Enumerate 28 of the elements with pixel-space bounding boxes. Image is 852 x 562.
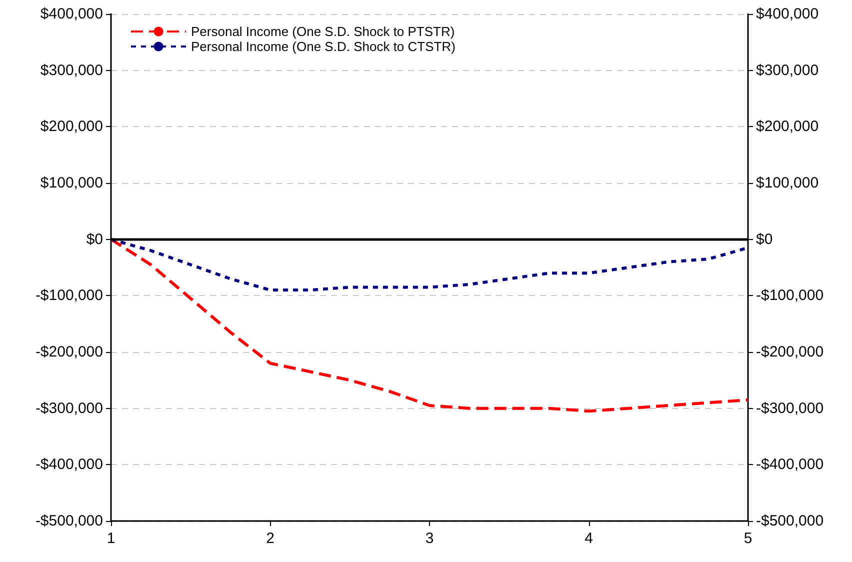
y-tick-label: -$100,000	[35, 287, 103, 304]
y2-tick-label: -$300,000	[756, 400, 824, 417]
y-tick-label: $400,000	[40, 6, 103, 22]
y2-tick-label: $100,000	[756, 174, 819, 192]
y2-tick-label: -$200,000	[756, 344, 824, 360]
x-tick-label: 4	[584, 530, 593, 547]
x-tick-label: 3	[425, 530, 434, 547]
y-tick-label: -$200,000	[35, 344, 103, 360]
x-tick-label: 5	[744, 530, 752, 547]
y-tick-label: -$500,000	[35, 512, 103, 530]
y-tick-label: $0	[86, 230, 103, 248]
y-tick-label: $200,000	[40, 118, 103, 136]
y2-tick-label: $400,000	[756, 6, 819, 22]
y2-tick-label: -$500,000	[756, 512, 824, 530]
legend-label: Personal Income (One S.D. Shock to PTSTR)	[191, 24, 455, 39]
x-tick-label: 2	[266, 530, 274, 547]
y-tick-label: $300,000	[40, 62, 103, 79]
x-tick-label: 1	[106, 530, 116, 547]
y-tick-label: -$300,000	[35, 400, 103, 417]
y2-tick-label: $200,000	[756, 118, 819, 136]
y2-tick-label: -$100,000	[756, 287, 824, 304]
y-tick-label: $100,000	[40, 174, 103, 192]
y2-tick-label: -$400,000	[756, 456, 824, 474]
y2-tick-label: $300,000	[756, 62, 819, 79]
y2-tick-label: $0	[756, 230, 773, 248]
y-tick-label: -$400,000	[35, 456, 103, 474]
line-series	[110, 238, 750, 413]
legend-label: Personal Income (One S.D. Shock to CTSTR)	[191, 39, 456, 54]
